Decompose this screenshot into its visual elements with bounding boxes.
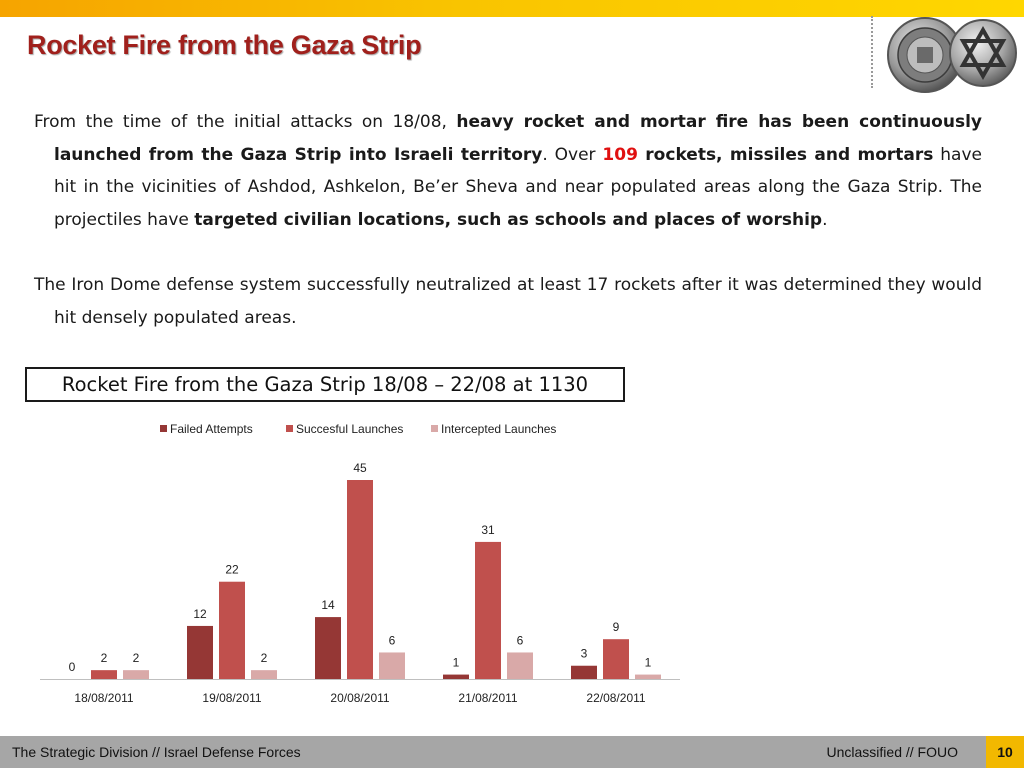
rocket-fire-chart: Failed Attempts Succesful Launches Interce… bbox=[40, 422, 680, 705]
x-tick-label: 19/08/2011 bbox=[202, 691, 261, 705]
x-tick-label: 18/08/2011 bbox=[74, 691, 133, 705]
bar bbox=[315, 617, 341, 679]
legend-label: Succesful Launches bbox=[296, 422, 403, 436]
bar bbox=[475, 541, 501, 679]
header-divider bbox=[871, 16, 873, 88]
bar bbox=[219, 581, 245, 679]
para1-text-1: From the time of the initial attacks on … bbox=[34, 112, 457, 132]
legend-label: Failed Attempts bbox=[170, 422, 253, 436]
body-text: From the time of the initial attacks on … bbox=[34, 106, 982, 334]
data-label: 1 bbox=[645, 656, 652, 670]
bar bbox=[635, 674, 661, 679]
bar bbox=[91, 670, 117, 679]
data-label: 6 bbox=[389, 633, 396, 647]
page-number: 10 bbox=[986, 736, 1024, 768]
paragraph-iron-dome: The Iron Dome defense system successfull… bbox=[34, 275, 982, 328]
legend-swatch bbox=[431, 425, 438, 432]
chart-caption: Rocket Fire from the Gaza Strip 18/08 – … bbox=[25, 367, 625, 402]
data-label: 9 bbox=[613, 620, 620, 634]
legend-label: Intercepted Launches bbox=[441, 422, 556, 436]
data-label: 2 bbox=[101, 651, 108, 665]
bar bbox=[123, 670, 149, 679]
top-accent-bar bbox=[0, 0, 1024, 17]
legend-swatch bbox=[160, 425, 167, 432]
bar bbox=[603, 639, 629, 679]
data-label: 22 bbox=[225, 563, 239, 577]
footer-organization: The Strategic Division // Israel Defense… bbox=[12, 744, 301, 760]
para1-bold-1: heavy rocket and mortar fire has been co… bbox=[54, 112, 982, 165]
rocket-count: 109 bbox=[602, 144, 638, 165]
para1-text-4: . bbox=[822, 209, 828, 230]
data-label: 1 bbox=[453, 656, 460, 670]
data-label: 2 bbox=[133, 651, 140, 665]
data-label: 6 bbox=[517, 633, 524, 647]
data-label: 12 bbox=[193, 607, 207, 621]
bar bbox=[251, 670, 277, 679]
footer-classification: Unclassified // FOUO bbox=[826, 744, 958, 760]
data-label: 31 bbox=[481, 523, 495, 537]
slide-title: Rocket Fire from the Gaza Strip bbox=[27, 30, 422, 60]
data-label: 45 bbox=[353, 461, 367, 475]
legend-swatch bbox=[286, 425, 293, 432]
paragraph-attacks: From the time of the initial attacks on … bbox=[34, 106, 982, 236]
bar bbox=[379, 652, 405, 679]
bar bbox=[507, 652, 533, 679]
footer-bar bbox=[0, 736, 1024, 768]
bar bbox=[443, 674, 469, 679]
data-label: 14 bbox=[321, 598, 335, 612]
x-tick-label: 22/08/2011 bbox=[586, 691, 645, 705]
emblems bbox=[884, 14, 1024, 96]
data-label: 2 bbox=[261, 651, 268, 665]
bar bbox=[571, 665, 597, 679]
bar bbox=[347, 480, 373, 679]
x-tick-label: 21/08/2011 bbox=[458, 691, 517, 705]
bar bbox=[187, 625, 213, 679]
para1-bold-3: targeted civilian locations, such as sch… bbox=[194, 209, 823, 230]
para1-text-3: have hit in the vicinities of Ashdod, As… bbox=[54, 144, 982, 230]
star-emblem-icon bbox=[949, 19, 1017, 87]
data-label: 0 bbox=[69, 660, 76, 674]
x-tick-label: 20/08/2011 bbox=[330, 691, 389, 705]
para1-bold-2: rockets, missiles and mortars bbox=[637, 144, 934, 165]
para1-text-2: . Over bbox=[542, 144, 603, 165]
data-label: 3 bbox=[581, 647, 588, 661]
